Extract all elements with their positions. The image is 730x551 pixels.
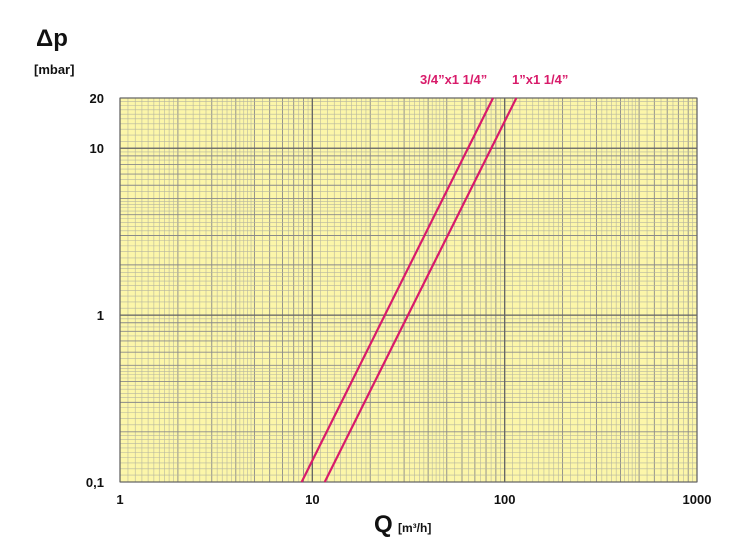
series-line: [323, 97, 518, 483]
plot-frame: [119, 97, 698, 483]
x-tick-label: 1: [116, 492, 123, 507]
y-tick-label: 0,1: [86, 475, 104, 490]
y-tick-label: 20: [90, 91, 104, 106]
x-tick-label: 1000: [683, 492, 712, 507]
x-tick-label: 10: [305, 492, 319, 507]
series-line: [300, 97, 495, 483]
y-tick-label: 10: [90, 141, 104, 156]
legend-label: 3/4”x1 1/4”: [420, 72, 487, 87]
y-unit: [mbar]: [34, 62, 74, 77]
plot-background: [120, 98, 697, 482]
x-unit: [m³/h]: [398, 521, 431, 535]
x-label: Q: [374, 511, 393, 538]
chart-title: Δp: [36, 25, 68, 52]
legend-label: 1”x1 1/4”: [512, 72, 568, 87]
x-tick-label: 100: [494, 492, 516, 507]
y-tick-label: 1: [97, 308, 104, 323]
